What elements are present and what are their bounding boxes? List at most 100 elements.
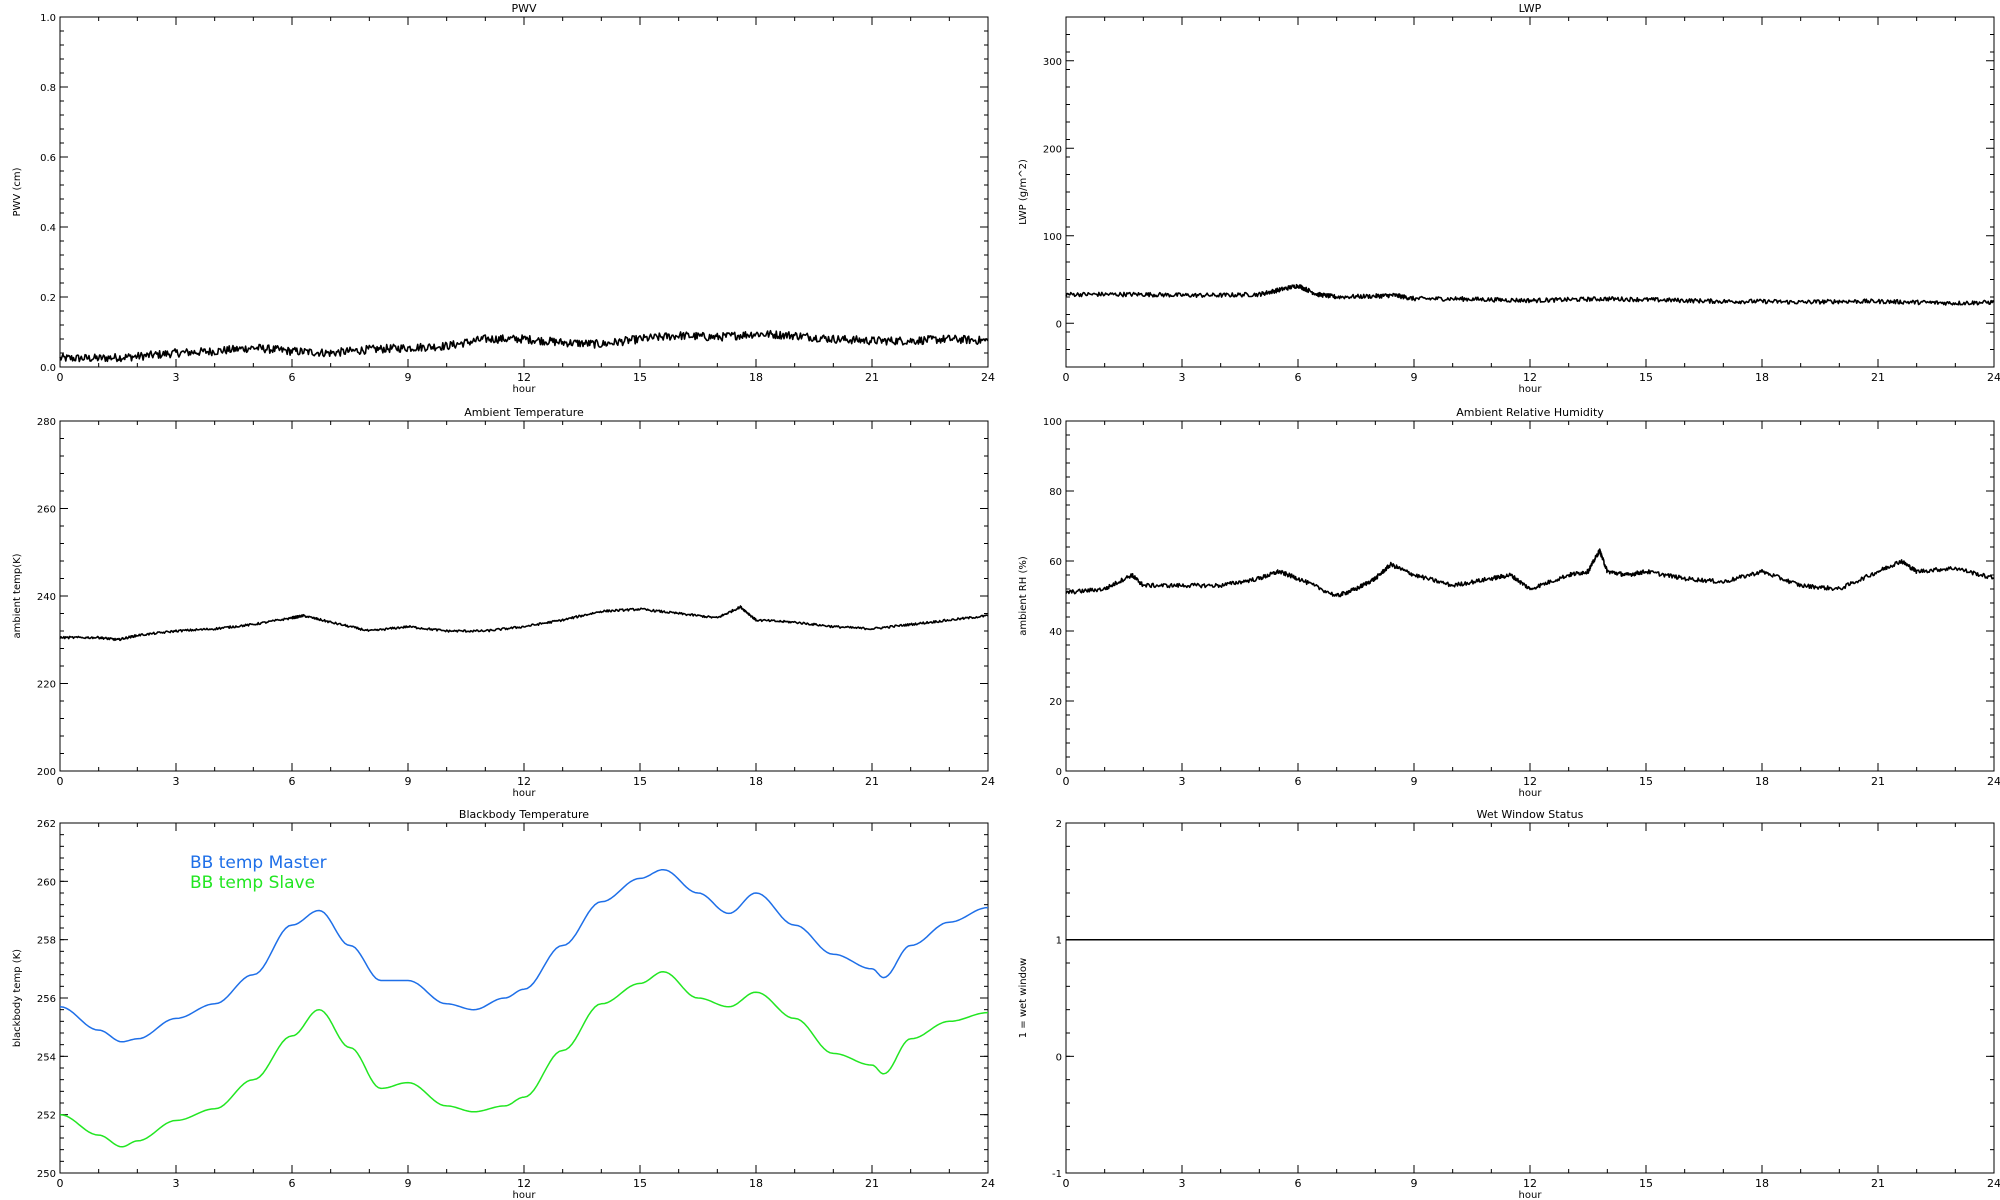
x-tick-label: 9 xyxy=(405,371,412,384)
y-axis-label: blackbody temp (K) xyxy=(12,949,23,1047)
x-tick-label: 18 xyxy=(1755,775,1769,788)
x-tick-label: 15 xyxy=(633,1177,647,1190)
y-tick-label: 250 xyxy=(37,1169,56,1180)
x-tick-label: 6 xyxy=(1295,1177,1302,1190)
x-axis-label: hour xyxy=(1519,1190,1543,1200)
y-tick-label: 200 xyxy=(37,767,56,778)
y-tick-label: 0.6 xyxy=(40,153,56,164)
y-tick-label: 1 xyxy=(1056,936,1062,947)
series-line xyxy=(1065,548,1995,598)
panel-blackbody-temperature: Blackbody Temperature 0 3 6 9 12 15 18 21 24 hour 2… xyxy=(12,808,995,1200)
x-tick-label: 0 xyxy=(1063,371,1070,384)
y-tick-label: 240 xyxy=(37,592,56,603)
plot-frame xyxy=(59,16,989,368)
x-axis-label: hour xyxy=(513,384,537,395)
x-tick-label: 18 xyxy=(749,775,763,788)
x-tick-label: 24 xyxy=(981,1177,995,1190)
x-axis-label: hour xyxy=(1519,788,1543,799)
plot-frame xyxy=(1065,16,1995,368)
x-tick-label: 0 xyxy=(1063,1177,1070,1190)
series-line xyxy=(59,329,989,363)
x-tick-label: 0 xyxy=(1063,775,1070,788)
panel-pwv: PWV 0 3 6 9 12 15 18 21 24 hour 0.0 0.2 0.4 0.6 0.8 1.0 P… xyxy=(12,2,995,395)
x-tick-label: 9 xyxy=(405,1177,412,1190)
plot-frame xyxy=(1065,822,1995,1174)
x-tick-label: 9 xyxy=(1411,1177,1418,1190)
y-axis-label: ambient temp(K) xyxy=(12,553,23,638)
y-tick-label: 254 xyxy=(37,1052,56,1063)
x-tick-label: 0 xyxy=(57,775,64,788)
chart-title: LWP xyxy=(1519,2,1542,15)
x-tick-label: 21 xyxy=(1871,775,1885,788)
x-tick-label: 12 xyxy=(1523,1177,1537,1190)
series-line xyxy=(1065,283,1995,306)
x-axis-label: hour xyxy=(1519,384,1543,395)
panel-ambient-temperature: Ambient Temperature 0 3 6 9 12 15 18 21 24 hour 200… xyxy=(12,406,995,799)
y-axis-label: ambient RH (%) xyxy=(1018,556,1029,636)
y-tick-label: 0 xyxy=(1056,1052,1062,1063)
y-axis-label: LWP (g/m^2) xyxy=(1018,159,1029,225)
y-tick-label: 1.0 xyxy=(40,13,56,24)
x-tick-label: 15 xyxy=(1639,371,1653,384)
x-tick-label: 21 xyxy=(865,775,879,788)
x-axis-label: hour xyxy=(513,1190,537,1200)
y-tick-label: 0 xyxy=(1056,767,1062,778)
x-tick-label: 6 xyxy=(289,371,296,384)
chart-title: PWV xyxy=(511,2,537,15)
x-tick-label: 3 xyxy=(1179,371,1186,384)
y-axis-label: 1 = wet window xyxy=(1018,958,1029,1038)
y-tick-label: 0.4 xyxy=(40,223,56,234)
x-tick-label: 3 xyxy=(173,1177,180,1190)
x-tick-label: 18 xyxy=(1755,1177,1769,1190)
y-tick-label: 100 xyxy=(1043,417,1062,428)
y-tick-label: 20 xyxy=(1049,697,1062,708)
x-tick-label: 12 xyxy=(517,1177,531,1190)
plot-frame xyxy=(1065,420,1995,772)
legend-entry: BB temp Slave xyxy=(190,873,315,893)
y-tick-label: 80 xyxy=(1049,487,1062,498)
y-axis-label: PWV (cm) xyxy=(12,167,23,216)
x-tick-label: 6 xyxy=(289,1177,296,1190)
series-line-bb-temp-slave xyxy=(59,971,989,1148)
x-tick-label: 3 xyxy=(1179,1177,1186,1190)
y-tick-label: 260 xyxy=(37,877,56,888)
x-tick-label: 0 xyxy=(57,1177,64,1190)
x-tick-label: 0 xyxy=(57,371,64,384)
x-tick-label: 3 xyxy=(173,371,180,384)
y-tick-label: 252 xyxy=(37,1111,56,1122)
series-line-bb-temp-master xyxy=(59,868,989,1043)
x-tick-label: 3 xyxy=(173,775,180,788)
x-tick-label: 21 xyxy=(865,1177,879,1190)
x-tick-label: 9 xyxy=(405,775,412,788)
x-tick-label: 6 xyxy=(289,775,296,788)
x-tick-label: 24 xyxy=(1987,371,2000,384)
y-tick-label: 40 xyxy=(1049,627,1062,638)
y-tick-label: 200 xyxy=(1043,144,1062,155)
x-tick-label: 24 xyxy=(981,371,995,384)
chart-title: Wet Window Status xyxy=(1477,808,1584,821)
y-tick-label: 2 xyxy=(1056,819,1062,830)
y-tick-label: 0 xyxy=(1056,319,1062,330)
y-tick-label: 220 xyxy=(37,680,56,691)
y-tick-label: 60 xyxy=(1049,557,1062,568)
x-tick-label: 12 xyxy=(517,371,531,384)
y-tick-label: 0.2 xyxy=(40,293,56,304)
x-tick-label: 21 xyxy=(1871,1177,1885,1190)
legend-entry: BB temp Master xyxy=(190,853,327,873)
y-tick-label: 256 xyxy=(37,994,56,1005)
x-tick-label: 21 xyxy=(865,371,879,384)
chart-title: Ambient Temperature xyxy=(464,406,584,419)
x-tick-label: 12 xyxy=(517,775,531,788)
plot-frame xyxy=(59,420,989,772)
y-tick-label: 0.0 xyxy=(40,363,56,374)
x-tick-label: 9 xyxy=(1411,775,1418,788)
y-tick-label: 262 xyxy=(37,819,56,830)
y-tick-label: -1 xyxy=(1052,1169,1062,1180)
x-tick-label: 6 xyxy=(1295,371,1302,384)
panel-ambient-relative-humidity: Ambient Relative Humidity 0 3 6 9 12 15 18 21 24 h… xyxy=(1018,406,2000,799)
x-axis-label: hour xyxy=(513,788,537,799)
y-tick-label: 0.8 xyxy=(40,83,56,94)
chart-title: Ambient Relative Humidity xyxy=(1456,406,1604,419)
